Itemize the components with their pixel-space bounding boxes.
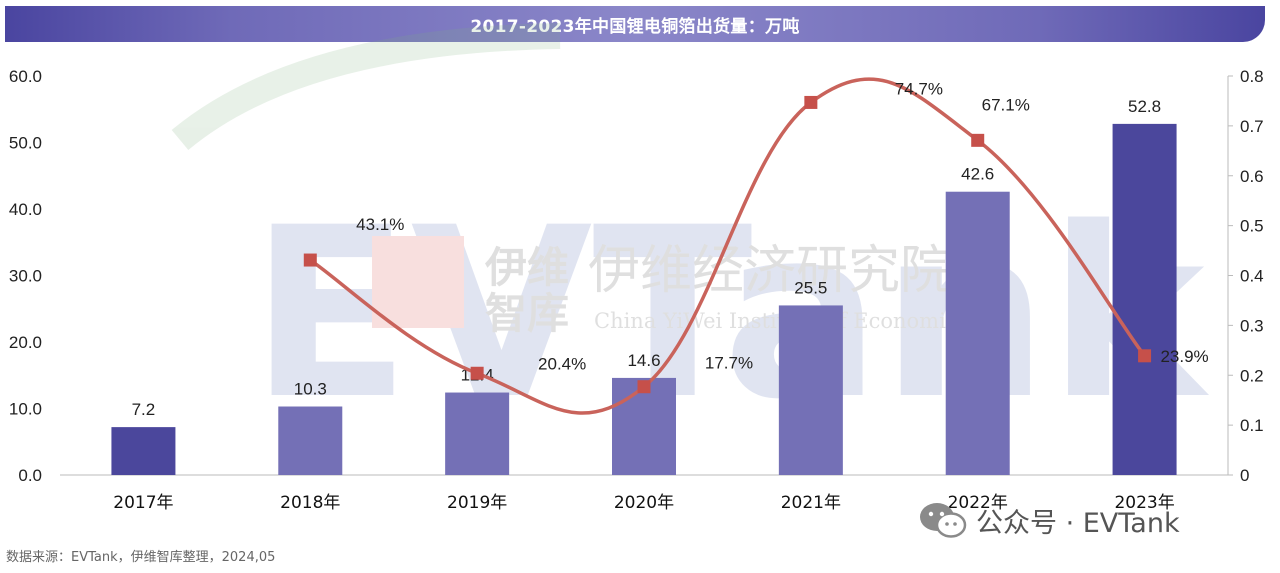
- wechat-icon: [920, 503, 967, 538]
- y-right-tick-label: 0.2: [1240, 366, 1264, 385]
- x-tick-label: 2023年: [1114, 493, 1174, 513]
- bar-value-label: 14.6: [627, 351, 660, 370]
- x-tick-label: 2020年: [614, 493, 674, 513]
- bar: [945, 191, 1010, 475]
- line-marker: [1138, 349, 1152, 363]
- y-right-tick-label: 0.8: [1240, 67, 1264, 86]
- line-value-label: 74.7%: [895, 79, 943, 98]
- watermark-evtank: EVTank: [250, 178, 1209, 451]
- line-marker: [637, 380, 651, 394]
- bar-value-label: 7.2: [132, 400, 156, 419]
- chart-title: 2017-2023年中国锂电铜箔出货量：万吨: [470, 16, 800, 37]
- line-value-label: 23.9%: [1160, 347, 1208, 366]
- wechat-badge: 公众号 · EVTank: [918, 500, 1180, 540]
- y-right-tick-label: 0.1: [1240, 416, 1264, 435]
- x-tick-label: 2022年: [948, 493, 1008, 513]
- line-layer: [303, 77, 1152, 415]
- bar-value-label: 25.5: [794, 278, 827, 297]
- watermark-logo: [372, 236, 464, 328]
- x-tick-label: 2017年: [113, 493, 173, 513]
- line-labels: 43.1% 20.4% 17.7% 74.7% 67.1% 23.9%: [356, 79, 1208, 373]
- bar: [1112, 123, 1177, 475]
- watermark-cn-long: 伊维经济研究院: [588, 241, 952, 301]
- line-value-label: 43.1%: [356, 215, 404, 234]
- bar-value-label: 52.8: [1128, 97, 1161, 116]
- y-right-tick-label: 0.3: [1240, 316, 1264, 335]
- watermark-swoosh: [171, 23, 561, 150]
- source-note: 数据来源：EVTank，伊维智库整理，2024,05: [6, 550, 276, 565]
- line-marker: [470, 366, 484, 380]
- bar: [612, 377, 676, 475]
- line-value-label: 67.1%: [982, 95, 1030, 114]
- x-tick-label: 2021年: [781, 493, 841, 513]
- line-value-label: 17.7%: [705, 354, 753, 373]
- bar-value-label: 10.3: [294, 380, 327, 399]
- title-bar: 2017-2023年中国锂电铜箔出货量：万吨: [5, 6, 1265, 42]
- y-left-tick-label: 20.0: [9, 333, 42, 352]
- line-marker: [804, 95, 818, 109]
- bar: [445, 392, 510, 475]
- y-right-tick-label: 0.6: [1240, 167, 1264, 186]
- y-right-tick-label: 0.7: [1240, 117, 1264, 136]
- y-left-tick-label: 50.0: [9, 134, 42, 153]
- x-tick-label: 2018年: [280, 493, 340, 513]
- y-left-tick-label: 30.0: [9, 267, 42, 286]
- watermark-cn-short-1: 伊维: [484, 243, 569, 292]
- y-right-tick-label: 0.5: [1240, 217, 1264, 236]
- x-tick-label: 2019年: [447, 493, 507, 513]
- y-left-tick-label: 40.0: [9, 200, 42, 219]
- line-marker: [971, 133, 985, 147]
- y-left-tick-label: 60.0: [9, 67, 42, 86]
- y-left-tick-label: 0.0: [18, 466, 42, 485]
- watermark-cn-short-2: 智库: [485, 289, 569, 338]
- line-value-label: 20.4%: [538, 354, 586, 373]
- bar: [278, 406, 343, 475]
- watermark: EVTank 伊维 智库 伊维经济研究院 China YiWei Institu…: [171, 23, 1209, 451]
- bars: [111, 123, 1177, 475]
- y-right-tick-label: 0: [1240, 466, 1249, 485]
- growth-line: [309, 77, 1146, 415]
- wechat-label: 公众号 · EVTank: [976, 507, 1180, 539]
- y-right-tick-label: 0.4: [1240, 267, 1264, 286]
- bar: [778, 305, 843, 475]
- y-left-tick-label: 10.0: [9, 400, 42, 419]
- line-marker: [303, 253, 317, 267]
- bar-value-label: 42.6: [961, 165, 994, 184]
- bar: [111, 427, 176, 475]
